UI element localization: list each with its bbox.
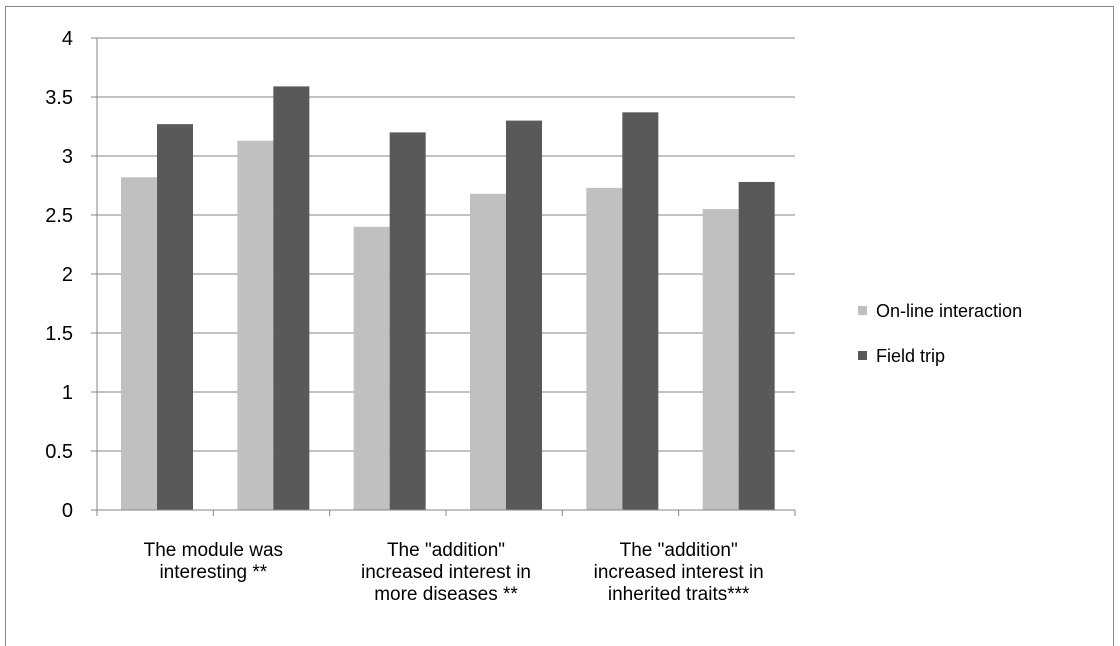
y-tick-label: 2.5 [45,205,73,227]
axes [91,37,796,516]
gridlines [97,37,795,452]
y-tick-labels: 0 0.5 1 1.5 2 2.5 3 3.5 4 [45,28,73,522]
bar-online-interaction [121,177,157,511]
x-category-label: The module was [144,540,283,561]
bar-online-interaction [237,140,274,510]
y-tick-label: 1 [62,382,73,404]
x-category-label: interesting ** [159,562,267,583]
x-category-label: The "addition" [387,540,505,561]
x-category-label: more diseases ** [374,584,518,605]
bar-field-trip [273,86,310,510]
legend-label: On-line interaction [876,301,1022,321]
y-tick-label: 3 [62,146,73,168]
y-tick-label: 2 [62,264,73,286]
y-tick-label: 1.5 [45,323,73,345]
bar-field-trip [738,181,775,510]
bar-online-interaction [470,193,506,510]
bar-field-trip [506,120,542,510]
bar-field-trip [622,112,659,510]
bars [121,86,775,511]
y-tick-label: 3.5 [45,87,73,109]
legend: On-line interaction Field trip [858,301,1022,366]
legend-label: Field trip [876,346,945,366]
bar-online-interaction [353,226,390,511]
x-category-label: inherited traits*** [608,584,750,605]
bar-online-interaction [586,187,623,511]
bar-field-trip [389,132,426,510]
y-tick-label: 0 [62,500,73,522]
y-tick-label: 4 [62,28,73,50]
legend-swatch [858,306,867,315]
legend-swatch [858,351,867,360]
x-category-label: increased interest in [594,562,764,583]
x-category-label: The "addition" [620,540,738,561]
bar-online-interaction [702,209,739,510]
bar-field-trip [157,124,193,510]
chart-frame [5,6,1114,646]
y-tick-label: 0.5 [45,441,73,463]
x-category-label: increased interest in [361,562,531,583]
